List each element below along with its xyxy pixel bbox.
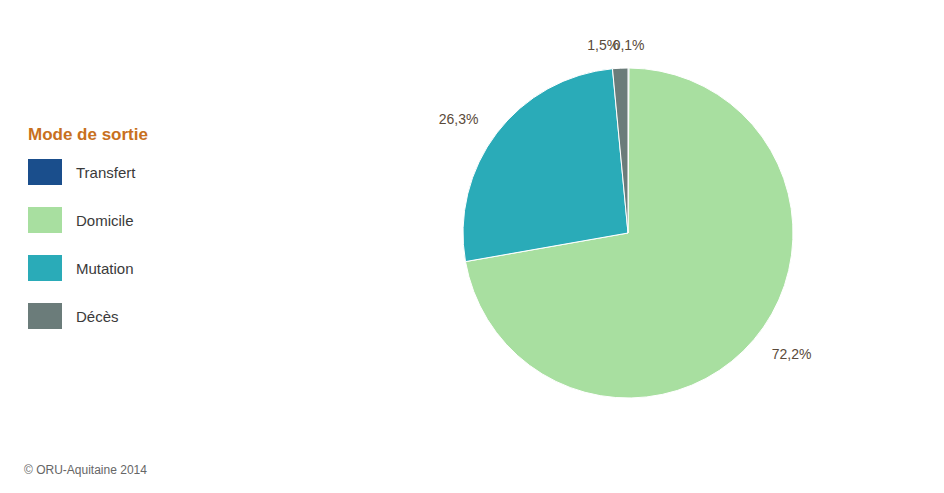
html-text:© ORU-Aquitaine 2014: © ORU-Aquitaine 2014	[24, 463, 147, 477]
svg-text:26,3%: 26,3%	[439, 111, 479, 127]
html-text:Domicile: Domicile	[76, 211, 134, 229]
html-text:Mode de sortie: Mode de sortie	[28, 125, 148, 144]
svg-text:1,5%: 1,5%	[587, 37, 619, 53]
html-text:Décès: Décès	[76, 307, 119, 325]
html-text:Mutation: Mutation	[76, 259, 134, 277]
html-text:Transfert: Transfert	[76, 163, 136, 181]
svg-text:72,2%: 72,2%	[772, 346, 812, 362]
svg-text:0,1%: 0,1%	[612, 36, 645, 53]
